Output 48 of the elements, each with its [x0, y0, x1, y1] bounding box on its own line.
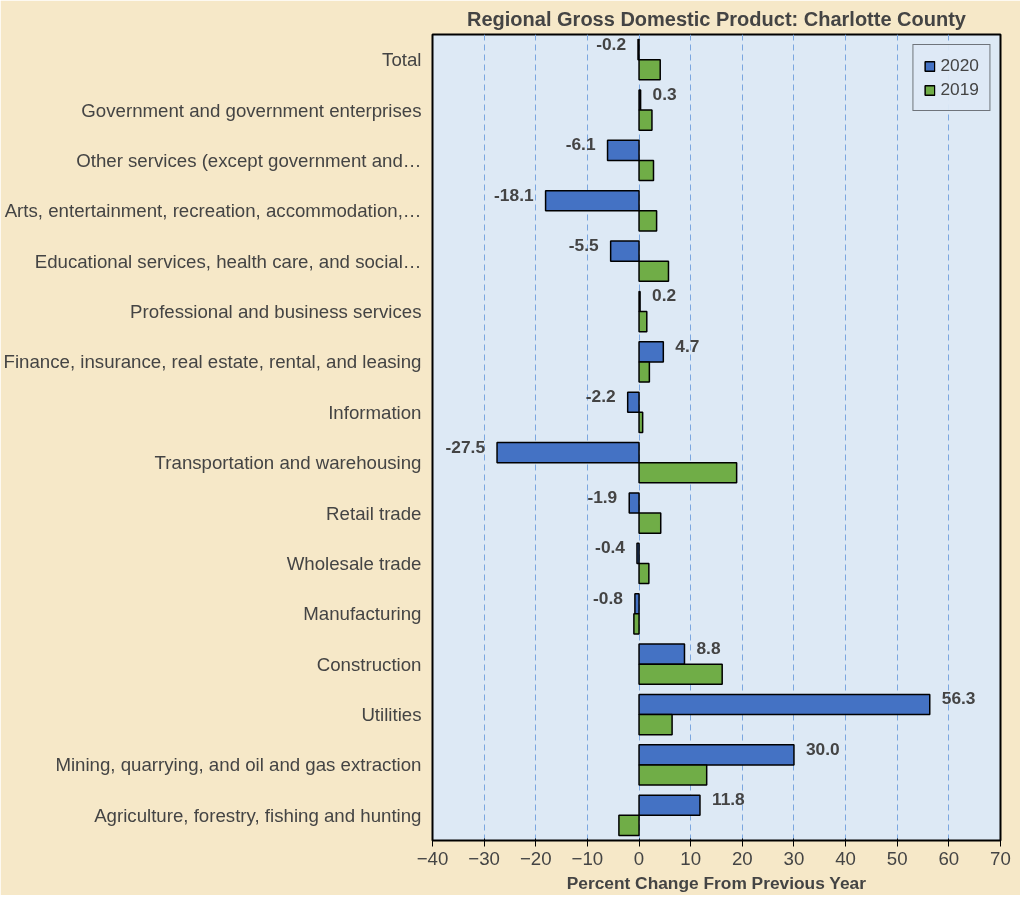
x-tick-label: −30 — [468, 847, 500, 869]
data-label: -5.5 — [568, 235, 600, 256]
y-tick-label: Agriculture, forestry, fishing and hunting — [94, 804, 422, 826]
x-tick-label: 40 — [835, 847, 856, 869]
data-label: -27.5 — [445, 436, 486, 457]
y-tick-label: Total — [382, 49, 422, 71]
data-label: -0.4 — [595, 537, 626, 558]
y-tick-label: Professional and business services — [130, 301, 422, 323]
y-tick-label: Educational services, health care, and social… — [34, 250, 422, 272]
data-label: 30.0 — [805, 738, 840, 759]
x-tick-label: 20 — [731, 847, 753, 869]
legend-label: 2020 — [940, 55, 979, 76]
y-tick-label: Other services (except government and… — [76, 149, 422, 171]
y-tick-label: Information — [328, 401, 422, 423]
data-label: -0.8 — [593, 587, 624, 608]
data-label: -0.2 — [596, 33, 627, 54]
x-tick-label: 60 — [938, 847, 960, 869]
data-label: 56.3 — [941, 688, 976, 709]
y-tick-label: Construction — [316, 653, 422, 675]
y-tick-label: Government and government enterprises — [81, 99, 422, 121]
x-tick-label: 50 — [886, 847, 908, 869]
data-label: -6.1 — [565, 134, 596, 155]
data-label: -18.1 — [494, 184, 534, 205]
x-axis-title: Percent Change From Previous Year — [566, 872, 867, 893]
x-tick-label: −10 — [571, 847, 604, 869]
data-label: 11.8 — [711, 789, 746, 810]
y-tick-label: Finance, insurance, real estate, rental, and leasing — [3, 351, 422, 373]
y-tick-label: Transportation and warehousing — [154, 452, 422, 474]
data-label: 0.2 — [652, 285, 677, 306]
x-tick-label: −40 — [416, 847, 449, 869]
y-tick-label: Wholesale trade — [286, 552, 422, 574]
x-tick-label: 0 — [633, 847, 645, 869]
x-tick-label: 10 — [680, 847, 702, 869]
legend-label: 2019 — [940, 79, 979, 100]
x-tick-label: −20 — [519, 847, 552, 869]
data-label: -2.2 — [585, 386, 616, 407]
y-tick-label: Manufacturing — [303, 603, 422, 625]
chart-title: Regional Gross Domestic Product: Charlotte County — [467, 7, 967, 30]
y-tick-label: Arts, entertainment, recreation, accommodation,… — [4, 200, 422, 222]
y-tick-label: Utilities — [361, 704, 422, 726]
x-tick-label: 30 — [783, 847, 805, 869]
y-tick-label: Mining, quarrying, and oil and gas extraction — [55, 754, 422, 776]
data-label: 0.3 — [652, 83, 678, 104]
data-label: -1.9 — [587, 486, 618, 507]
x-tick-label: 70 — [990, 847, 1011, 869]
data-label: 4.7 — [675, 335, 700, 356]
data-label: 8.8 — [696, 638, 721, 659]
y-tick-label: Retail trade — [326, 502, 422, 524]
